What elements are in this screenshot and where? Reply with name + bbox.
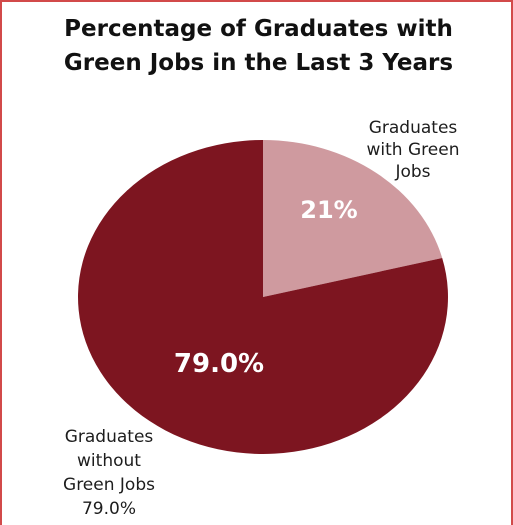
chart-title-line-2: Green Jobs in the Last 3 Years: [63, 50, 454, 76]
slice-category-label-line: Graduates: [65, 427, 154, 447]
slice-value-label-1: 21%: [300, 196, 357, 224]
slice-category-label-line: Graduates: [369, 118, 458, 138]
chart-title: Percentage of Graduates with Green Jobs …: [2, 12, 513, 80]
slice-category-label-1: Graduates with Green Jobs: [367, 118, 460, 182]
slice-category-label-2: Graduates without Green Jobs 79.0%: [63, 427, 155, 519]
slice-category-label-line: without: [77, 451, 141, 471]
slice-category-label-line: Green Jobs: [63, 475, 155, 495]
pie-slice-2: [78, 140, 449, 455]
slice-category-label-line: 79.0%: [82, 499, 136, 519]
slice-value-label-2: 79.0%: [174, 349, 264, 379]
pie-slice-1: [263, 140, 443, 297]
slice-category-label-line: Jobs: [394, 162, 430, 182]
chart-title-line-1: Percentage of Graduates with: [64, 16, 453, 42]
slice-category-label-line: with Green: [367, 140, 460, 160]
